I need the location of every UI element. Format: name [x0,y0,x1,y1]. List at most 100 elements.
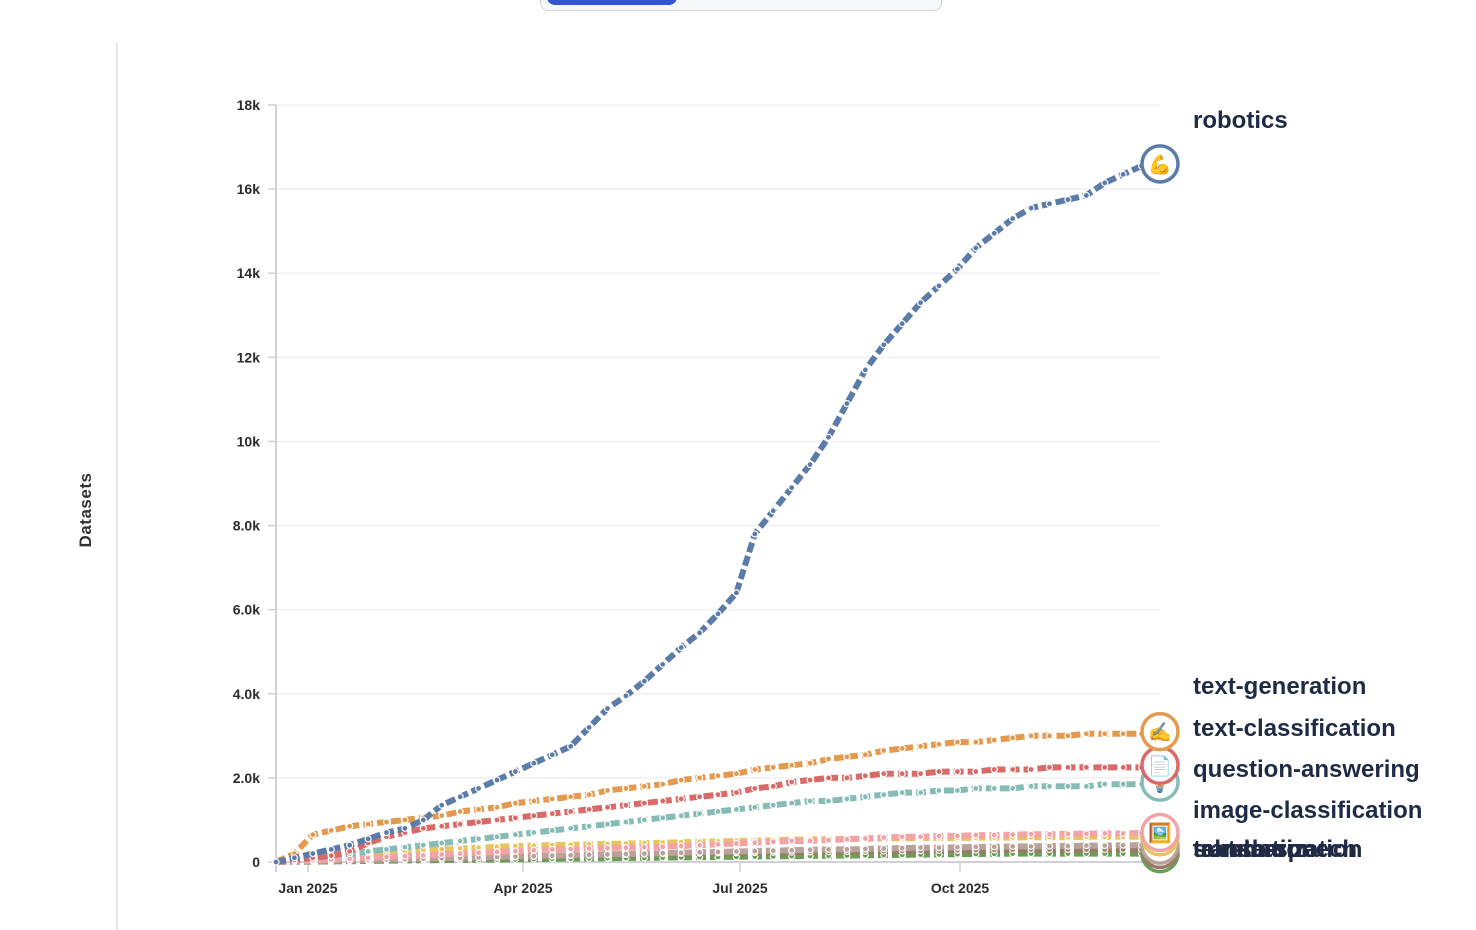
y-tick-label: 4.0k [233,686,260,702]
data-point [364,847,372,856]
data-point [567,807,575,816]
data-point [751,784,759,793]
series-text-classification[interactable] [272,761,1164,866]
data-point [1119,780,1127,788]
data-point [880,341,888,349]
data-point [898,833,906,841]
gridlines [276,104,1160,779]
data-point [695,629,704,637]
data-point [1119,841,1127,849]
data-point [309,831,317,839]
data-point [1064,732,1072,740]
data-point [567,824,575,832]
data-point [935,844,943,852]
data-point [1009,831,1017,839]
data-point [1045,830,1054,838]
data-point [769,838,777,846]
data-point [916,299,925,307]
data-point [364,820,372,828]
data-point [622,844,630,852]
data-point [824,797,833,805]
data-point [1119,763,1127,771]
data-point [530,759,538,767]
data-point [732,847,741,856]
data-point [493,816,501,824]
data-point [474,784,483,793]
data-point [493,776,501,784]
data-point [677,849,685,857]
data-point [751,530,759,538]
data-point [1009,214,1017,223]
data-point [1082,830,1090,838]
y-tick-label: 16k [237,181,261,197]
data-point [695,793,704,801]
data-point [327,826,335,835]
data-point [272,858,280,866]
x-tick-label: Jan 2025 [278,880,337,896]
data-point [382,818,391,826]
data-point [751,847,759,855]
x-tick-label: Oct 2025 [931,880,990,896]
data-point [1045,200,1054,208]
data-point [603,844,612,852]
data-point [806,776,814,784]
data-point [769,763,777,771]
data-point [640,843,648,851]
data-point [290,854,299,862]
data-point [1064,763,1072,771]
data-point [382,845,391,853]
data-point [1101,829,1109,838]
data-point [419,816,427,824]
data-point [1027,842,1035,851]
data-point [659,797,667,805]
data-point [438,801,446,809]
data-point [530,846,538,854]
series-label-translation: translation [1193,836,1316,863]
data-point [585,791,593,799]
data-point [953,767,962,776]
data-point [769,782,777,790]
data-point [659,849,667,857]
data-point [769,507,777,515]
data-point [714,848,722,856]
data-point [640,799,648,807]
data-point [659,843,667,851]
page-icon: 📄 [1140,745,1180,786]
data-point [1082,782,1090,790]
data-point [990,784,998,793]
data-point [603,786,612,795]
series-robotics[interactable] [272,160,1164,866]
data-point [843,399,851,408]
data-point [401,824,409,832]
data-point [806,460,814,469]
series-image-classification[interactable] [272,828,1164,866]
data-point [511,767,520,776]
data-point [677,643,685,652]
data-point [695,810,704,818]
data-point [401,852,409,860]
data-point [456,837,464,845]
data-point [990,843,998,851]
series-line [275,160,1161,865]
data-point [953,738,962,746]
data-point [567,742,575,750]
data-point [916,770,925,778]
data-point [567,845,575,853]
data-point [659,660,667,668]
data-point [456,849,464,858]
data-point [640,782,648,790]
toggle-option-active[interactable] [547,0,677,5]
data-point [880,834,888,842]
data-point [438,839,446,847]
data-point [1027,765,1035,774]
data-point [585,844,593,853]
data-point [972,738,980,746]
series-label-text-to-speech: text-to-speech [1193,836,1357,863]
x-tick-label: Apr 2025 [493,880,552,896]
data-point [346,822,354,830]
data-point [677,776,685,784]
data-point [990,229,998,237]
data-point [1009,765,1017,774]
data-point [659,780,667,788]
data-point [548,795,556,803]
